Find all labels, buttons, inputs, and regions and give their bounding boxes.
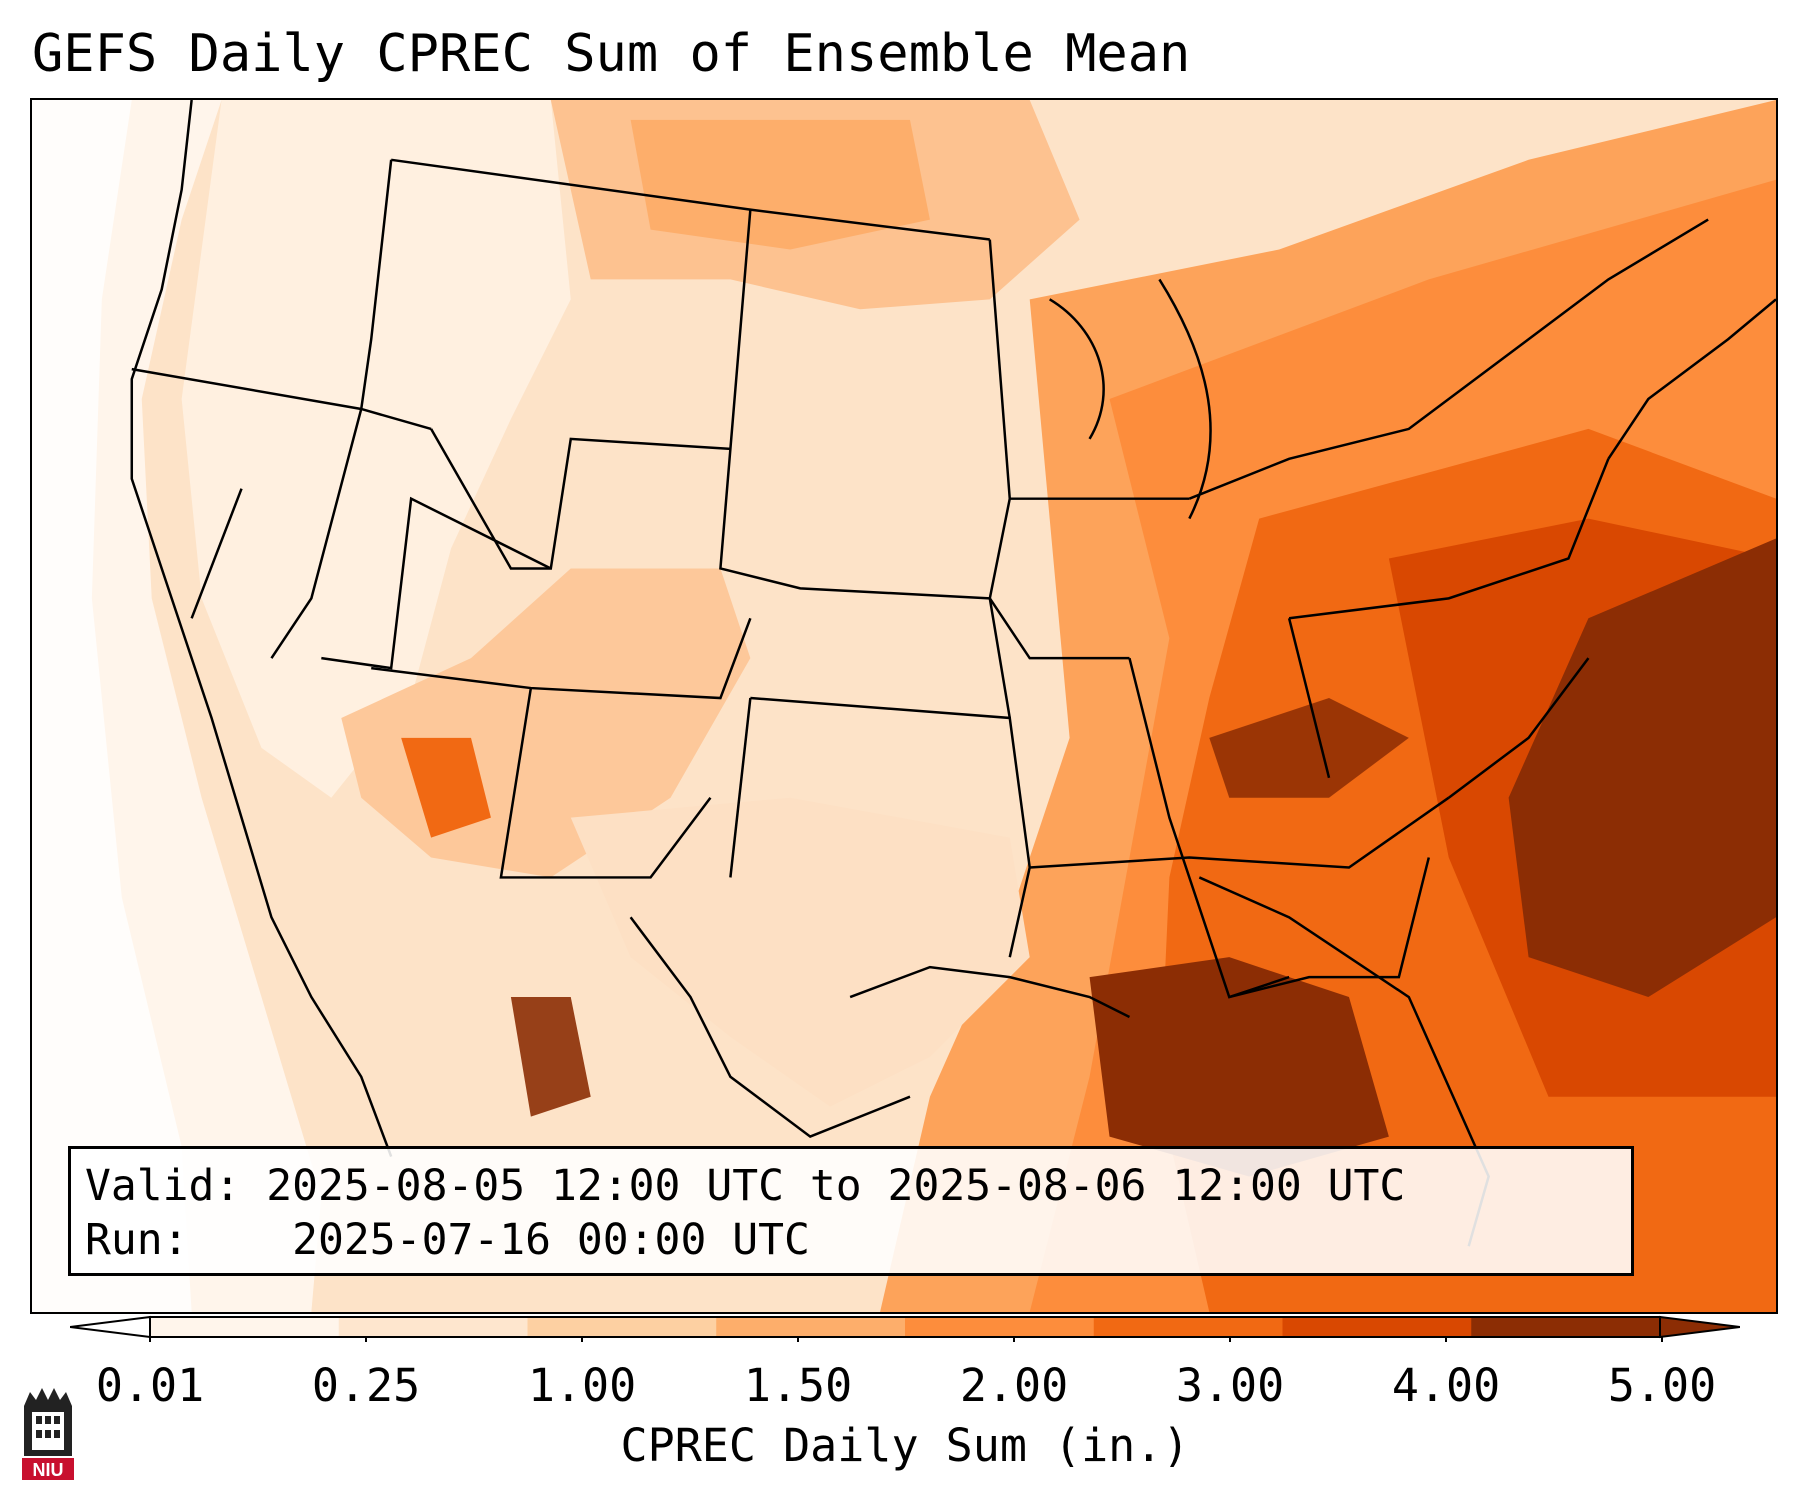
colorbar-tick-label: 5.00 bbox=[1607, 1359, 1717, 1412]
colorbar bbox=[70, 1315, 1740, 1342]
colorbar-under-triangle bbox=[70, 1315, 151, 1339]
map-title: GEFS Daily CPREC Sum of Ensemble Mean bbox=[32, 24, 1191, 84]
colorbar-tick-label: 2.00 bbox=[959, 1359, 1069, 1412]
colorbar-over-triangle bbox=[1659, 1315, 1740, 1339]
colorbar-tick-label: 0.25 bbox=[311, 1359, 421, 1412]
run-line: Run: 2025-07-16 00:00 UTC bbox=[85, 1213, 1617, 1267]
precip-field bbox=[32, 100, 1776, 1312]
valid-run-info-box: Valid: 2025-08-05 12:00 UTC to 2025-08-0… bbox=[68, 1146, 1634, 1276]
colorbar-segment bbox=[905, 1317, 1095, 1337]
colorbar-tick-label: 4.00 bbox=[1391, 1359, 1501, 1412]
colorbar-tick-label: 1.00 bbox=[527, 1359, 637, 1412]
colorbar-segment bbox=[1282, 1317, 1472, 1337]
precip-map-svg bbox=[32, 100, 1776, 1312]
colorbar-label: CPREC Daily Sum (in.) bbox=[620, 1419, 1190, 1472]
colorbar-segment bbox=[527, 1317, 717, 1337]
valid-value: 2025-08-05 12:00 UTC to 2025-08-06 12:00… bbox=[266, 1161, 1406, 1211]
run-value: 2025-07-16 00:00 UTC bbox=[292, 1215, 810, 1265]
valid-line: Valid: 2025-08-05 12:00 UTC to 2025-08-0… bbox=[85, 1159, 1617, 1213]
niu-logo: NIU bbox=[22, 1388, 74, 1480]
colorbar-tick-label: 0.01 bbox=[95, 1359, 205, 1412]
colorbar-ticks bbox=[149, 1337, 1663, 1342]
valid-label: Valid: bbox=[85, 1161, 241, 1211]
colorbar-segment bbox=[338, 1317, 528, 1337]
colorbar-tick-label: 3.00 bbox=[1175, 1359, 1285, 1412]
svg-text:NIU: NIU bbox=[33, 1460, 64, 1480]
colorbar-segment bbox=[1093, 1317, 1283, 1337]
colorbar-tick-label: 1.50 bbox=[743, 1359, 853, 1412]
colorbar-segment bbox=[150, 1317, 340, 1337]
run-label: Run: bbox=[85, 1215, 189, 1265]
colorbar-segment bbox=[1471, 1317, 1661, 1337]
boundary-lines bbox=[130, 100, 1776, 1247]
precip-map bbox=[30, 98, 1778, 1314]
colorbar-segments bbox=[149, 1316, 1661, 1338]
colorbar-segment bbox=[716, 1317, 906, 1337]
